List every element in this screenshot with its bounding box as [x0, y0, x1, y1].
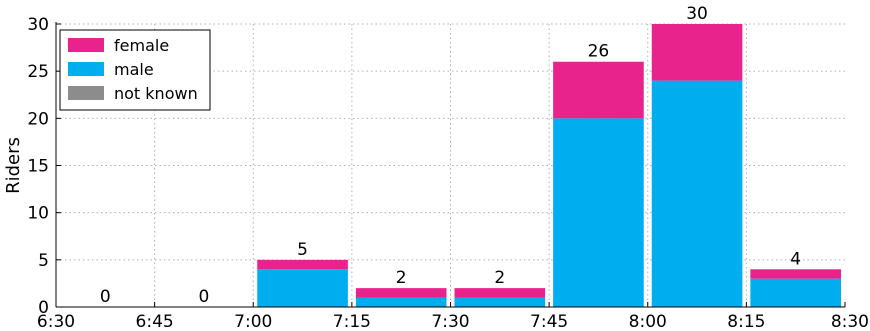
y-tick-label: 5: [38, 251, 49, 271]
bar-total-label: 5: [297, 240, 308, 260]
y-axis-label: Riders: [3, 137, 24, 194]
bar-total-label: 26: [588, 42, 610, 62]
bar-total-label: 0: [199, 287, 210, 307]
legend-swatch: [68, 38, 104, 52]
bar-total-label: 30: [686, 4, 708, 24]
bar-segment-female: [454, 288, 546, 298]
bar-segment-female: [355, 288, 447, 298]
bar-segment-male: [257, 269, 348, 307]
bar-total-label: 0: [100, 287, 111, 307]
bar-segment-female: [750, 269, 841, 279]
x-tick-label: 8:00: [629, 312, 667, 331]
bar-total-label: 2: [396, 268, 407, 288]
x-tick-label: 7:00: [234, 312, 272, 331]
bar-segment-male: [750, 278, 841, 307]
y-tick-label: 30: [27, 15, 49, 35]
x-tick-label: 7:45: [530, 312, 568, 331]
legend: female male not known: [59, 29, 211, 111]
legend-entry-label: male: [114, 60, 154, 79]
bar-segment-male: [355, 297, 447, 307]
legend-entry-label: not known: [114, 84, 198, 103]
legend-entry-label: female: [114, 36, 169, 55]
bar-total-label: 2: [494, 268, 505, 288]
y-tick-label: 10: [27, 204, 49, 224]
bar-segment-male: [651, 80, 743, 307]
y-tick-label: 0: [38, 298, 49, 318]
x-tick-label: 8:15: [727, 312, 765, 331]
x-tick-label: 8:30: [831, 312, 869, 331]
y-tick-label: 25: [27, 62, 49, 82]
x-tick-label: 7:30: [431, 312, 469, 331]
bars: [257, 24, 841, 307]
legend-swatch: [68, 62, 104, 76]
bar-segment-male: [454, 297, 546, 307]
bar-total-label: 4: [790, 249, 801, 269]
bar-segment-female: [651, 24, 743, 81]
bar-segment-female: [257, 259, 348, 270]
y-tick-label: 20: [27, 109, 49, 129]
bar-segment-female: [553, 61, 644, 119]
x-tick-label: 6:30: [37, 312, 75, 331]
legend-swatch: [68, 86, 104, 100]
y-tick-label: 15: [27, 157, 49, 177]
x-tick-label: 7:15: [333, 312, 371, 331]
bar-segment-male: [553, 118, 644, 307]
x-tick-label: 6:45: [136, 312, 174, 331]
